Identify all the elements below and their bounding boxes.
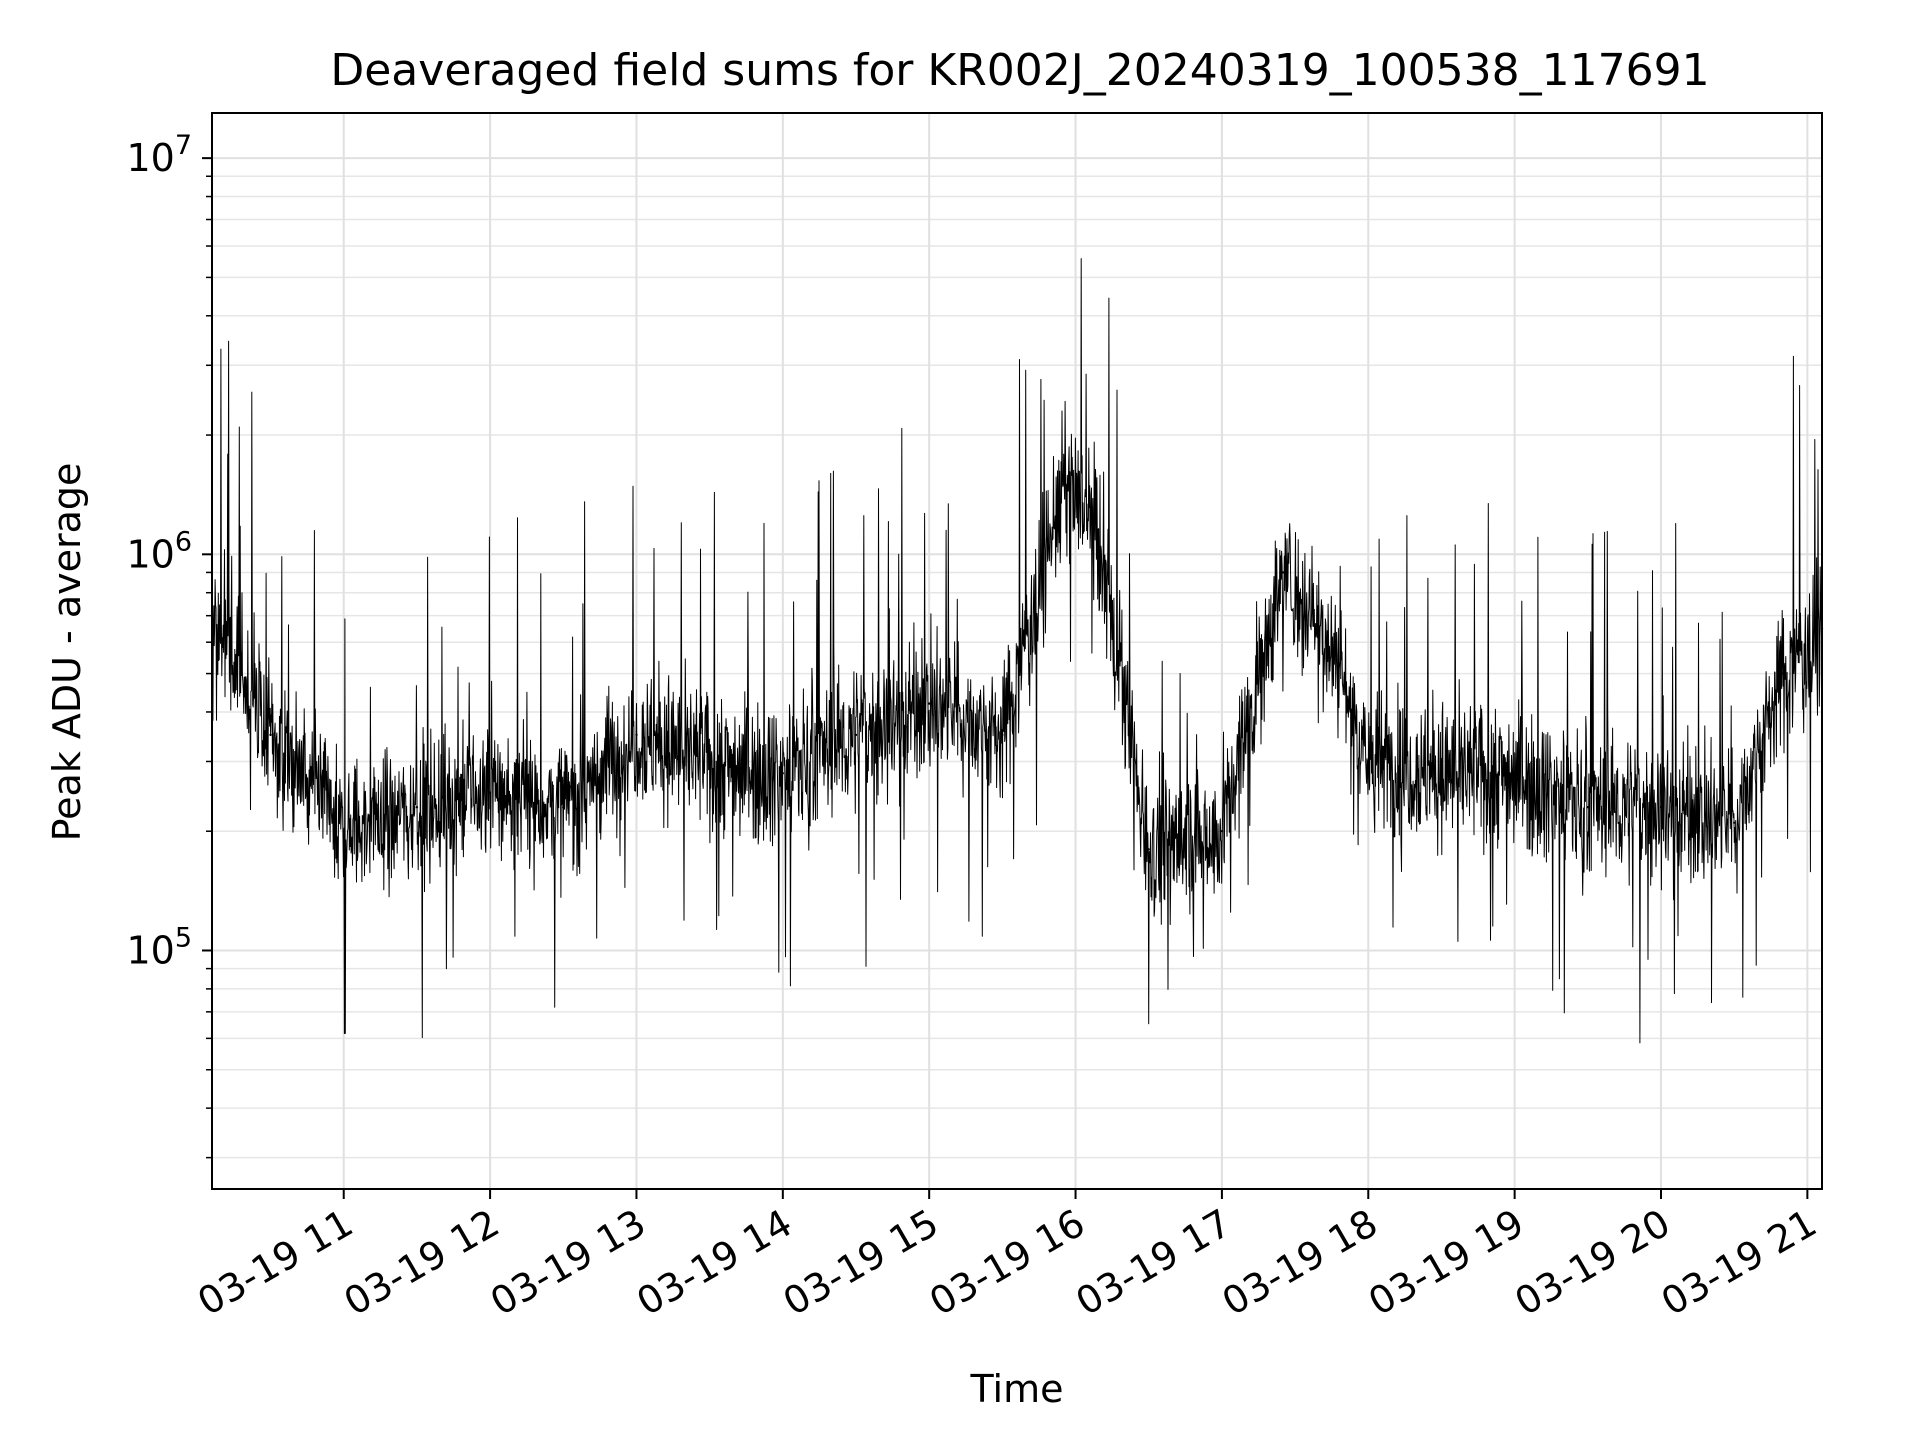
chart-title: Deaveraged field sums for KR002J_2024031… xyxy=(330,45,1709,96)
data-point xyxy=(708,760,711,763)
y-tick-label: 105 xyxy=(126,922,192,972)
data-point xyxy=(1093,521,1097,525)
plot-area-frame xyxy=(211,112,1823,1190)
data-point xyxy=(342,830,345,833)
data-point xyxy=(1147,848,1150,851)
data-point xyxy=(1733,821,1736,824)
data-point xyxy=(1513,772,1516,775)
data-point xyxy=(1330,641,1333,644)
data-point xyxy=(635,733,638,737)
data-point xyxy=(1659,806,1663,809)
data-point xyxy=(269,733,272,737)
data-point xyxy=(1440,772,1443,775)
series-line xyxy=(211,258,1823,1044)
data-point xyxy=(415,806,419,809)
data-point xyxy=(854,733,858,737)
data-point xyxy=(1062,483,1065,486)
data-point xyxy=(1586,806,1590,809)
y-tick-label: 107 xyxy=(126,130,192,180)
y-axis-label: Peak ADU - average xyxy=(45,463,89,842)
data-point xyxy=(928,702,931,705)
x-axis-label: Time xyxy=(970,1367,1064,1411)
data-point xyxy=(1281,571,1285,574)
data-point xyxy=(1001,733,1004,737)
data-point xyxy=(1781,672,1785,675)
data-point xyxy=(562,806,565,809)
y-tick-label: 106 xyxy=(126,526,192,576)
data-point xyxy=(781,772,784,775)
y-axis: 105 106 107 xyxy=(126,130,212,1159)
data-point xyxy=(1367,760,1370,763)
data-point xyxy=(1220,830,1224,833)
data-point xyxy=(488,791,492,794)
